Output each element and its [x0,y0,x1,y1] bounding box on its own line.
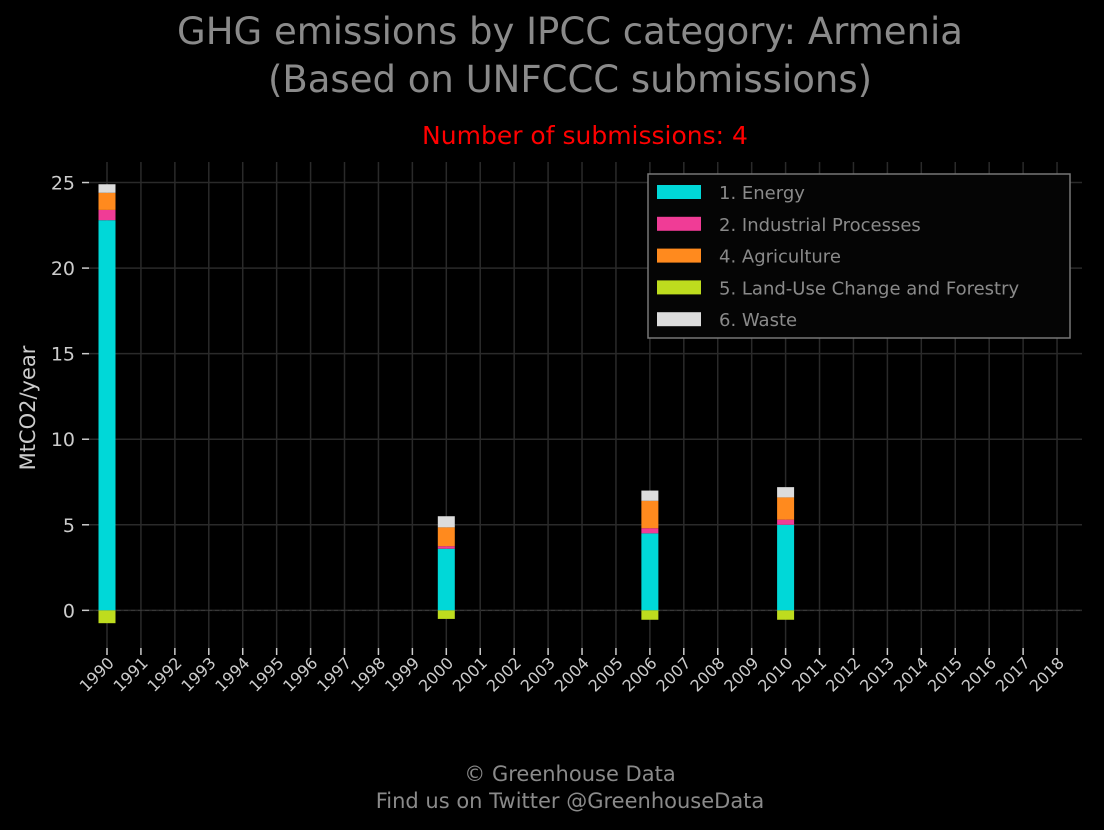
y-tick-label: 20 [51,258,75,280]
x-tick-label: 2014 [890,653,932,695]
x-tick-label: 1996 [279,653,321,695]
legend-swatch [657,216,701,231]
bar-segment [98,184,116,193]
bar-segment [777,610,795,620]
legend-swatch [657,280,701,295]
footer-twitter: Find us on Twitter @GreenhouseData [375,789,765,813]
x-tick-label: 1995 [245,653,287,695]
legend-swatch [657,248,701,263]
legend-swatch [657,185,701,199]
legend-label: 2. Industrial Processes [719,215,921,236]
bar-segment [641,528,659,534]
legend-box [647,173,1071,339]
x-tick-label: 1998 [347,653,389,695]
bar-segment [437,516,455,528]
bar-segment [98,610,116,624]
x-tick-label: 2000 [415,653,457,695]
bar-segment [641,610,659,620]
chart-area: 0510152025199019911992199319941995199619… [16,162,1082,696]
bar-segment [641,533,659,611]
footer-copyright: © Greenhouse Data [464,762,676,786]
x-tick-label: 2004 [551,653,593,695]
x-tick-label: 2017 [992,653,1034,695]
legend-label: 1. Energy [719,183,805,204]
x-tick-label: 2001 [449,653,491,695]
x-tick-label: 2016 [958,653,1000,695]
x-tick-label: 2012 [822,653,864,695]
x-tick-label: 2013 [856,653,898,695]
bar-segment [777,487,795,498]
bar-segment [437,546,455,549]
bar-segment [437,610,455,619]
x-tick-label: 2015 [924,653,966,695]
bar-segment [437,527,455,547]
x-tick-label: 1999 [381,653,423,695]
x-tick-label: 2008 [686,653,728,695]
chart-title-line-1: GHG emissions by IPCC category: Armenia [177,10,963,53]
bar-segment [777,524,795,611]
chart-subtitle: Number of submissions: 4 [422,121,748,150]
y-axis-label: MtCO2/year [16,345,40,470]
bar-segment [777,519,795,525]
legend-swatch [657,312,701,327]
y-tick-label: 0 [63,600,75,622]
x-tick-label: 1993 [177,653,219,695]
legend-label: 4. Agriculture [719,247,841,268]
bar-segment [641,500,659,529]
x-tick-label: 2009 [720,653,762,695]
bar-segment [777,497,795,520]
y-tick-label: 15 [51,344,75,366]
bar-segment [98,192,116,210]
x-tick-label: 2002 [483,653,525,695]
x-tick-label: 1994 [211,653,253,695]
x-tick-label: 2003 [517,653,559,695]
legend-label: 6. Waste [719,310,797,331]
y-tick-label: 25 [51,173,75,195]
x-tick-label: 2011 [788,653,830,695]
legend-label: 5. Land-Use Change and Forestry [719,278,1019,299]
bar-segment [437,548,455,611]
x-tick-label: 2006 [618,653,660,695]
x-tick-label: 2018 [1026,653,1068,695]
x-tick-label: 1991 [110,653,152,695]
bar-segment [641,490,659,501]
x-tick-label: 1990 [76,653,118,695]
y-tick-label: 5 [63,515,75,537]
x-tick-label: 1997 [313,653,355,695]
chart-title-line-2: (Based on UNFCCC submissions) [267,58,873,101]
bar-segment [98,209,116,221]
y-tick-label: 10 [51,429,75,451]
x-tick-label: 1992 [143,653,185,695]
bar-segment [98,220,116,611]
x-tick-label: 2005 [585,653,627,695]
x-tick-label: 2010 [754,653,796,695]
x-tick-label: 2007 [652,653,694,695]
